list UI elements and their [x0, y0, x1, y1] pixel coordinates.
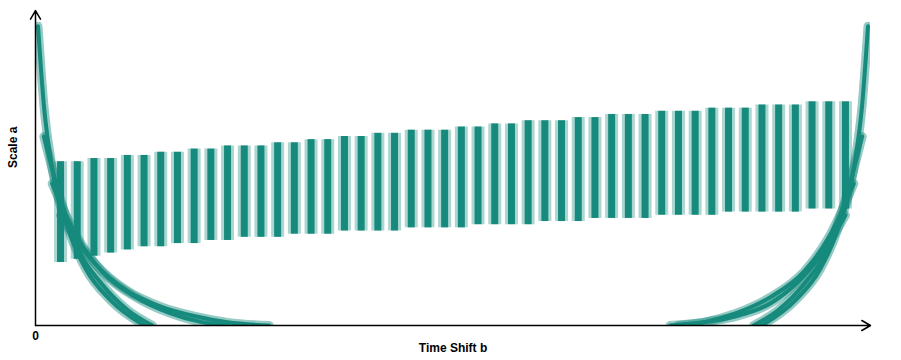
svg-text:Time Shift b: Time Shift b	[419, 341, 487, 355]
svg-text:0: 0	[32, 329, 39, 343]
svg-text:Scale a: Scale a	[6, 126, 20, 168]
